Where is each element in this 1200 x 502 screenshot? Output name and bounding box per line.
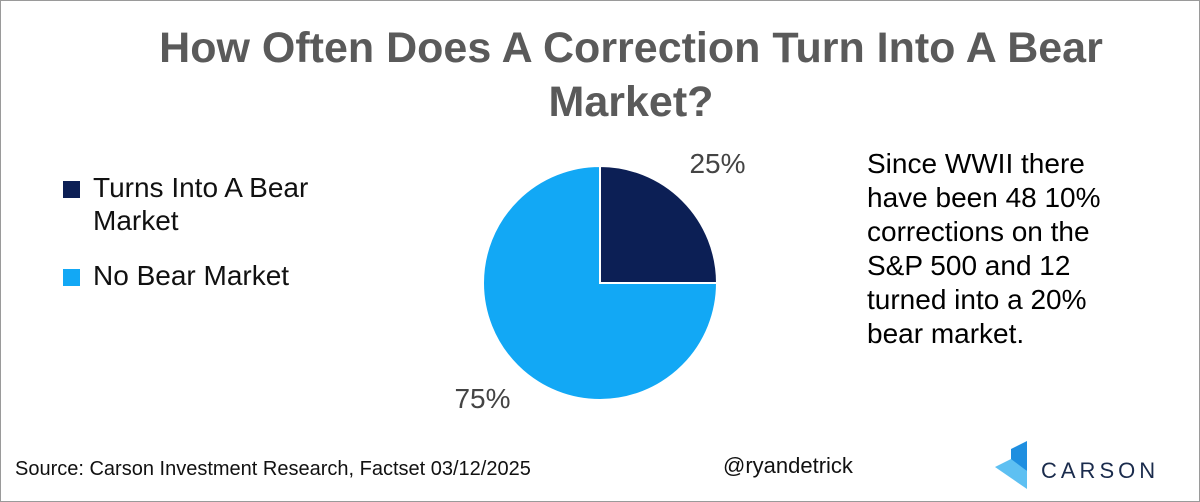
legend-item: No Bear Market: [63, 259, 323, 292]
pie-slice: [599, 164, 719, 284]
source-note: Source: Carson Investment Research, Fact…: [15, 458, 531, 480]
pie-slice: [482, 164, 719, 401]
legend-swatch: [63, 269, 80, 286]
annotation: Since WWII there have been 48 10% correc…: [867, 148, 1101, 349]
legend-label: Turns Into A Bear Market: [93, 172, 309, 236]
chart-title: How Often Does A Correction Turn Into A …: [159, 24, 1103, 126]
legend-swatch: [63, 181, 80, 198]
data-label: 75%: [454, 383, 510, 414]
carson-logo: [995, 441, 1027, 489]
legend-label: No Bear Market: [93, 260, 290, 291]
brand-name: CARSON: [1041, 458, 1160, 483]
credit: @ryandetrick: [723, 453, 853, 478]
data-label: 25%: [689, 148, 745, 179]
legend: Turns Into A Bear Market No Bear Market: [63, 171, 323, 314]
legend-item: Turns Into A Bear Market: [63, 171, 323, 237]
